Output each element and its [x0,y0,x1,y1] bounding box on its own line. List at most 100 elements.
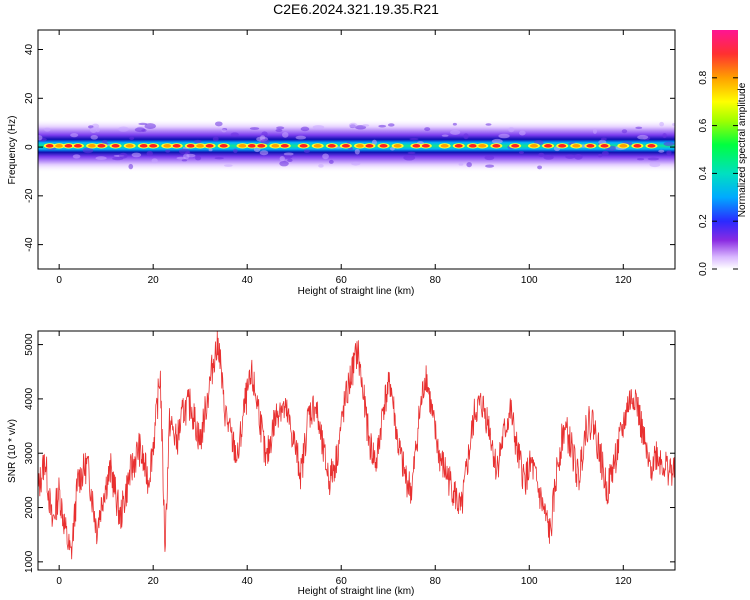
spectrogram-hotspot [558,144,567,148]
colorbar-label: Normalized spectral amplitude [737,82,748,217]
spectrogram-hotspot [633,144,642,148]
spectrogram-hotspot [139,144,148,148]
spectrogram-speckle [565,154,575,159]
spectrogram-speckle [466,162,472,168]
spectrogram-hotspot [544,144,553,148]
spectrogram-speckle [249,127,260,130]
spectrogram-speckle [303,149,310,154]
snr-ytick-label: 3000 [24,442,35,465]
spectrogram-speckle [518,151,524,154]
spectrogram-xtick-label: 100 [521,275,538,286]
spectrogram-speckle [146,150,153,157]
spectrogram-speckle [389,147,395,151]
spectrogram-hotspot [125,144,134,148]
spectrogram-speckle [508,127,515,133]
spectrogram-hotspot [238,144,247,148]
spectrogram-speckle [89,127,97,133]
spectrogram-hotspot [186,144,195,148]
spectrogram-speckle [95,127,100,133]
spectrogram-hotspot [111,144,120,148]
spectrogram-hotspot [468,144,477,148]
colorbar-gradient [712,30,738,269]
spectrogram-speckle [658,149,665,153]
spectrogram-speckle [279,160,289,167]
spectrogram-ylabel: Frequency (Hz) [7,116,18,185]
spectrogram-speckle [351,161,361,166]
spectrogram-hotspot [205,144,214,148]
spectrogram-speckle [178,148,191,155]
spectrogram-ytick-label: 40 [24,44,35,56]
spectrogram-hotspot [163,144,172,148]
spectrogram-speckle [597,153,603,158]
snr-xtick-label: 40 [242,576,254,587]
spectrogram-hotspot [45,144,54,148]
spectrogram-hotspot [647,144,656,148]
spectrogram-speckle [295,135,307,140]
snr-ylabel: SNR (10 * v/v) [7,419,18,483]
spectrogram-hotspot [511,144,520,148]
spectrogram-speckle [601,150,609,156]
spectrogram-speckle [452,122,457,126]
spectrogram-ytick-label: 0 [24,144,35,150]
snr-xlabel: Height of straight line (km) [298,586,415,597]
colorbar-tick-label: 0.6 [698,118,709,132]
spectrogram-hotspot [88,144,97,148]
spectrogram-hotspot [619,144,628,148]
spectrogram-hotspot [492,144,501,148]
spectrogram-speckle [259,150,269,156]
spectrogram-speckle [276,126,285,130]
spectrogram-hotspot [454,144,463,148]
spectrogram-hotspot [600,144,609,148]
spectrogram-speckle [119,152,128,159]
spectrogram-hotspot [55,144,64,148]
spectrogram-panel: 0 20 40 60 80 100 120 -40 -20 0 20 40 Height of str… [7,29,676,297]
spectrogram-speckle [637,134,649,140]
spectrogram-hotspot [440,144,449,148]
spectrogram-frame [37,29,676,270]
spectrogram-speckle [82,147,94,154]
spectrogram-hotspot [299,144,308,148]
spectrogram-speckle [318,164,324,168]
snr-xtick-label: 120 [615,576,632,587]
spectrogram-speckle [91,123,100,129]
spectrogram-speckle [378,124,387,128]
snr-panel: 0 20 40 60 80 100 120 1000 2000 3000 4000 5000 Heig… [7,330,676,597]
spectrogram-speckle [95,156,107,160]
spectrogram-hotspot [257,144,266,148]
spectrogram-hotspot [172,144,181,148]
spectrogram-speckle [371,139,377,146]
spectrogram-speckle [38,135,43,141]
spectrogram-speckle [663,141,675,147]
spectrogram-speckle [151,158,158,164]
spectrogram-hotspot [379,144,388,148]
spectrogram-speckle [498,133,510,139]
spectrogram-speckle [275,128,283,132]
spectrogram-speckle [138,122,148,126]
spectrogram-speckle [176,156,187,160]
spectrogram-hotspot [97,144,106,148]
spectrogram-speckle [608,145,617,151]
spectrogram-hotspot [280,144,289,148]
spectrogram-speckle [300,126,310,132]
spectrogram-speckle [403,154,416,161]
spectrogram-speckle [230,132,239,137]
spectrogram-hotspot [356,144,365,148]
spectrogram-xtick-label: 20 [148,275,160,286]
snr-xtick-label: 0 [56,576,62,587]
spectrogram-xtick-label: 80 [430,275,442,286]
spectrogram-speckle [322,153,329,160]
spectrogram-hotspot [529,144,538,148]
spectrogram-ytick-label: -20 [24,188,35,203]
spectrogram-xtick-label: 0 [56,275,62,286]
spectrogram-xtick-label: 40 [242,275,254,286]
spectrogram-speckle [283,152,294,156]
spectrogram-speckle [328,159,334,164]
spectrogram-speckle [621,129,628,134]
spectrogram-xlabel: Height of straight line (km) [298,286,415,297]
spectrogram-speckle [409,137,419,141]
spectrogram-xtick-label: 120 [615,275,632,286]
snr-ytick-label: 2000 [24,496,35,519]
spectrogram-ytick-label: 20 [24,92,35,104]
spectrogram-speckle [118,126,129,132]
